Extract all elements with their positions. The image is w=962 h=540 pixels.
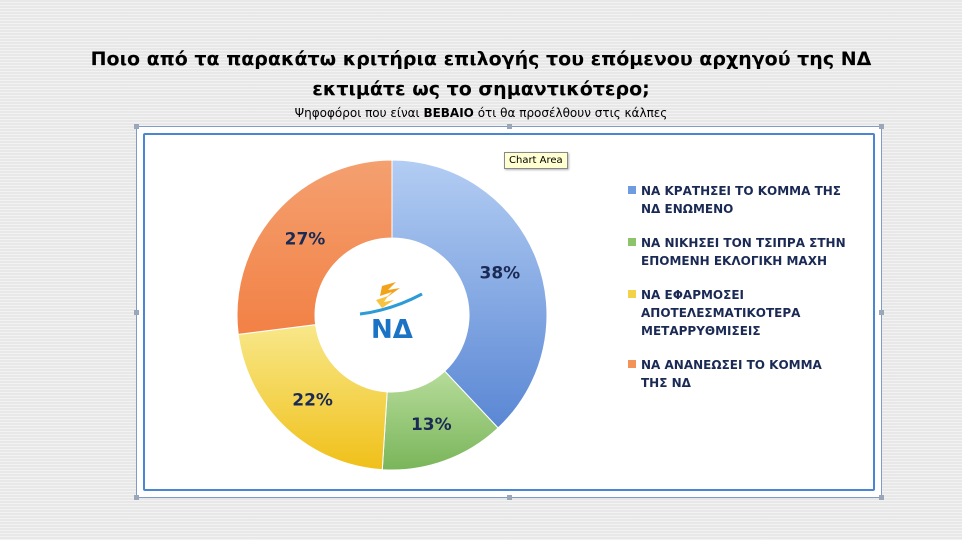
- resize-handle-tm[interactable]: [507, 124, 512, 129]
- legend-label-2: ΝΑ ΝΙΚΗΣΕΙ ΤΟΝ ΤΣΙΠΡΑ ΣΤΗΝ ΕΠΟΜΕΝΗ ΕΚΛΟΓ…: [641, 236, 846, 268]
- slice-label-4: 27%: [285, 229, 326, 249]
- resize-handle-tl[interactable]: [134, 124, 139, 129]
- resize-handle-ml[interactable]: [134, 310, 139, 315]
- legend-swatch-1: [628, 186, 636, 194]
- slice-label-2: 13%: [411, 415, 452, 435]
- legend-swatch-4: [628, 360, 636, 368]
- donut-slice-3[interactable]: [237, 324, 388, 471]
- legend-item-3[interactable]: ΝΑ ΕΦΑΡΜΟΣΕΙ ΑΠΟΤΕΛΕΣΜΑΤΙΚΟΤΕΡΑ ΜΕΤΑΡΡΥΘ…: [628, 286, 868, 340]
- resize-handle-br[interactable]: [879, 495, 884, 500]
- logo-text: ΝΔ: [371, 315, 413, 345]
- subtitle-post: ότι θα προσέλθουν στις κάλπες: [473, 106, 668, 120]
- resize-handle-mr[interactable]: [879, 310, 884, 315]
- resize-handle-tr[interactable]: [879, 124, 884, 129]
- legend-label-1: ΝΑ ΚΡΑΤΗΣΕΙ ΤΟ ΚΟΜΜΑ ΤΗΣ ΝΔ ΕΝΩΜΕΝΟ: [641, 184, 841, 216]
- donut-slice-4[interactable]: [236, 160, 393, 335]
- legend-swatch-2: [628, 238, 636, 246]
- chart-area[interactable]: [134, 124, 884, 500]
- donut-slice-1[interactable]: [391, 160, 548, 429]
- legend-label-4: ΝΑ ΑΝΑΝΕΩΣΕΙ ΤΟ ΚΟΜΜΑ ΤΗΣ ΝΔ: [641, 358, 822, 390]
- title-line-1: Ποιο από τα παρακάτω κριτήρια επιλογής τ…: [90, 48, 872, 70]
- legend-item-2[interactable]: ΝΑ ΝΙΚΗΣΕΙ ΤΟΝ ΤΣΙΠΡΑ ΣΤΗΝ ΕΠΟΜΕΝΗ ΕΚΛΟΓ…: [628, 234, 868, 270]
- subtitle-pre: Ψηφοφόροι που είναι: [294, 106, 424, 120]
- chart-legend[interactable]: ΝΑ ΚΡΑΤΗΣΕΙ ΤΟ ΚΟΜΜΑ ΤΗΣ ΝΔ ΕΝΩΜΕΝΟ ΝΑ ΝΙ…: [628, 182, 868, 408]
- legend-item-4[interactable]: ΝΑ ΑΝΑΝΕΩΣΕΙ ΤΟ ΚΟΜΜΑ ΤΗΣ ΝΔ: [628, 356, 868, 392]
- chart-area-tooltip: Chart Area: [504, 152, 568, 169]
- slice-label-3: 22%: [292, 391, 333, 411]
- chart-subtitle: Ψηφοφόροι που είναι ΒΕΒΑΙΟ ότι θα προσέλ…: [0, 106, 962, 120]
- resize-handle-bl[interactable]: [134, 495, 139, 500]
- legend-item-1[interactable]: ΝΑ ΚΡΑΤΗΣΕΙ ΤΟ ΚΟΜΜΑ ΤΗΣ ΝΔ ΕΝΩΜΕΝΟ: [628, 182, 868, 218]
- nd-logo: ΝΔ: [359, 282, 423, 345]
- legend-swatch-3: [628, 290, 636, 298]
- subtitle-bold: ΒΕΒΑΙΟ: [423, 106, 474, 120]
- resize-handle-bm[interactable]: [507, 495, 512, 500]
- donut-chart[interactable]: 38% 13% 22% 27%: [232, 160, 552, 480]
- title-line-2: εκτιμάτε ως το σημαντικότερο;: [312, 78, 650, 100]
- chart-title: Ποιο από τα παρακάτω κριτήρια επιλογής τ…: [0, 44, 962, 104]
- legend-label-3: ΝΑ ΕΦΑΡΜΟΣΕΙ ΑΠΟΤΕΛΕΣΜΑΤΙΚΟΤΕΡΑ ΜΕΤΑΡΡΥΘ…: [641, 288, 801, 338]
- slice-label-1: 38%: [480, 263, 521, 283]
